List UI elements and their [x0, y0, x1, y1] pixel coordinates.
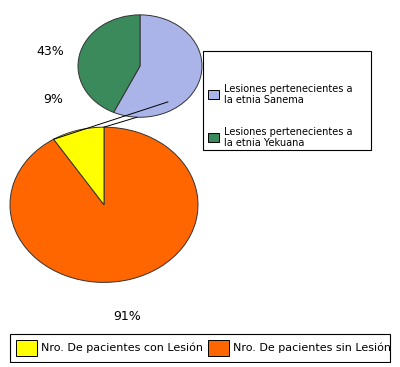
FancyBboxPatch shape — [208, 90, 219, 99]
FancyBboxPatch shape — [208, 340, 229, 356]
FancyBboxPatch shape — [208, 133, 219, 142]
FancyBboxPatch shape — [16, 340, 37, 356]
Text: Nro. De pacientes sin Lesión: Nro. De pacientes sin Lesión — [233, 342, 391, 353]
Text: Lesiones pertenecientes a
la etnia Sanema: Lesiones pertenecientes a la etnia Sanem… — [224, 84, 352, 105]
Wedge shape — [10, 127, 198, 282]
Wedge shape — [114, 15, 202, 117]
Wedge shape — [78, 15, 140, 112]
Text: 57%: 57% — [220, 74, 248, 87]
Wedge shape — [54, 127, 104, 205]
Text: Lesiones pertenecientes a
la etnia Yekuana: Lesiones pertenecientes a la etnia Yekua… — [224, 127, 352, 148]
FancyBboxPatch shape — [10, 334, 390, 362]
FancyBboxPatch shape — [203, 51, 371, 150]
Text: 43%: 43% — [36, 45, 64, 58]
Text: Nro. De pacientes con Lesión: Nro. De pacientes con Lesión — [41, 342, 203, 353]
Text: 91%: 91% — [113, 310, 141, 323]
Text: 9%: 9% — [43, 93, 63, 106]
